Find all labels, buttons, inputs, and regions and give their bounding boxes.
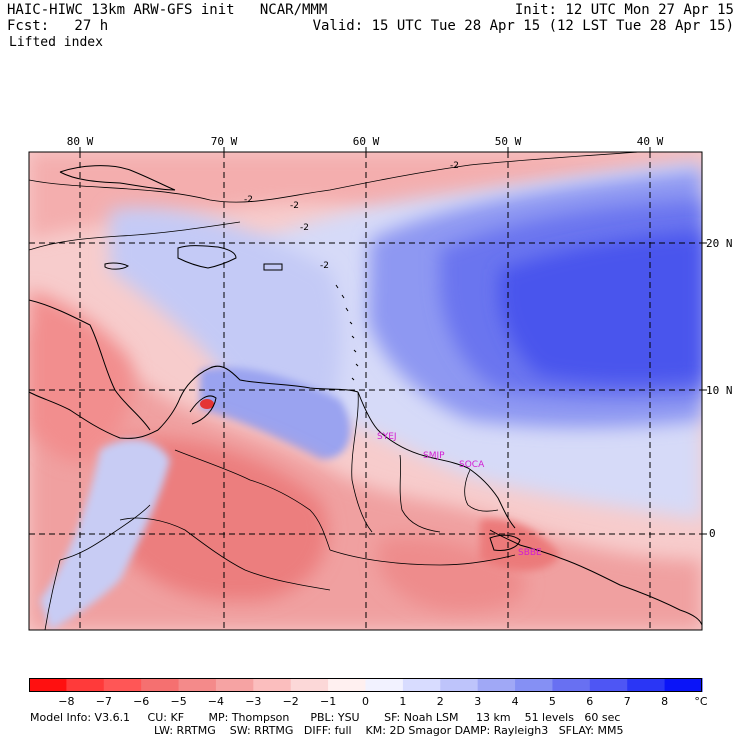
colorbar-tick-label: 1: [399, 695, 407, 708]
colorbar-swatch: [215, 678, 254, 692]
colorbar-tick-label: −6: [133, 695, 150, 708]
lat-label-20n: 20 N: [706, 237, 733, 250]
init-time: Init: 12 UTC Mon 27 Apr 15: [514, 2, 734, 18]
colorbar-tick-label: −5: [170, 695, 187, 708]
model-title: HAIC-HIWC 13km ARW-GFS init NCAR/MMM: [7, 2, 328, 18]
colorbar-swatch: [141, 678, 180, 692]
map-frame: [28, 151, 703, 631]
contour-label: -2: [290, 201, 299, 211]
colorbar-swatch: [402, 678, 441, 692]
field-name: Lifted index: [9, 35, 103, 50]
contour-label: -2: [244, 195, 253, 205]
colorbar-tick-label: 2: [436, 695, 444, 708]
colorbar-swatch: [477, 678, 516, 692]
colorbar-tick-label: −8: [58, 695, 75, 708]
colorbar-unit: °C: [694, 695, 708, 708]
valid-time: Valid: 15 UTC Tue 28 Apr 15 (12 LST Tue …: [312, 18, 734, 34]
lon-label-80w: 80 W: [66, 135, 94, 148]
colorbar-tick-label: 3: [474, 695, 482, 708]
station-label: SOCA: [459, 460, 485, 470]
colorbar-swatch: [328, 678, 366, 692]
colorbar: [29, 678, 703, 692]
colorbar-tick-label: −7: [95, 695, 112, 708]
colorbar-swatch: [29, 678, 67, 692]
colorbar-swatch: [66, 678, 105, 692]
forecast-hour: Fcst: 27 h: [7, 18, 109, 34]
station-label: SBBE: [518, 548, 542, 558]
shaded-field: [29, 152, 702, 630]
colorbar-swatch: [253, 678, 292, 692]
colorbar-swatch: [103, 678, 142, 692]
colorbar-tick-label: −2: [282, 695, 299, 708]
colorbar-frame: [29, 678, 702, 692]
model-info-line1: Model Info: V3.6.1 CU: KF MP: Thompson P…: [30, 711, 621, 724]
contour-label: -2: [450, 161, 459, 171]
map-ticks: [79, 147, 707, 535]
coastlines: [29, 152, 702, 630]
lon-label-40w: 40 W: [636, 135, 664, 148]
lat-label-equator: 0: [709, 527, 716, 540]
lat-label-10n: 10 N: [706, 384, 733, 397]
station-label: SYEJ: [377, 432, 397, 442]
colorbar-tick-label: 6: [586, 695, 594, 708]
colorbar-swatch: [552, 678, 591, 692]
colorbar-tick-label: 8: [661, 695, 669, 708]
station-label: SMJP: [423, 451, 445, 461]
colorbar-swatch: [440, 678, 479, 692]
colorbar-tick-label: 7: [623, 695, 631, 708]
colorbar-swatch: [627, 678, 666, 692]
contour-label: -2: [320, 261, 329, 271]
colorbar-swatch: [589, 678, 628, 692]
lon-label-60w: 60 W: [352, 135, 380, 148]
lon-label-70w: 70 W: [210, 135, 238, 148]
colorbar-tick-label: −4: [207, 695, 224, 708]
colorbar-swatch: [290, 678, 329, 692]
graticule: [29, 152, 702, 630]
colorbar-tick-label: 4: [511, 695, 519, 708]
colorbar-tick-label: −3: [245, 695, 262, 708]
colorbar-swatch: [365, 678, 404, 692]
colorbar-swatch: [515, 678, 553, 692]
colorbar-tick-label: −1: [319, 695, 337, 708]
contour-label: -2: [300, 223, 309, 233]
colorbar-tick-label: 0: [362, 695, 369, 708]
colorbar-swatch: [664, 678, 703, 692]
colorbar-tick-label: 5: [548, 695, 556, 708]
contour-labels: -2 -2 -2 -2 -2: [244, 161, 459, 271]
colorbar-swatch: [178, 678, 217, 692]
model-info-line2: LW: RRTMG SW: RRTMG DIFF: full KM: 2D Sm…: [154, 724, 624, 737]
lon-label-50w: 50 W: [494, 135, 522, 148]
